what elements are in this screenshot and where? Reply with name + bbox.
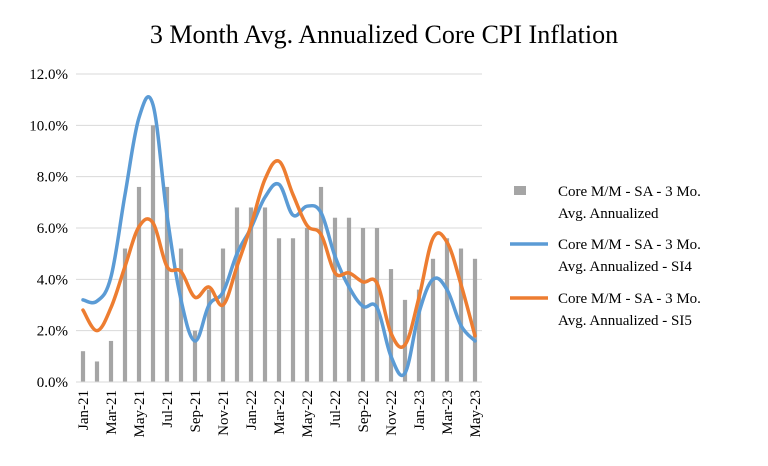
bar <box>136 186 142 382</box>
x-tick-label: Jan-21 <box>76 390 92 430</box>
bar <box>290 238 296 382</box>
legend-label: Avg. Annualized <box>558 206 659 222</box>
x-tick-label: May-23 <box>468 390 484 438</box>
y-axis-ticks: 0.0% 2.0% 4.0% 6.0% 8.0% 10.0% 12.0% <box>29 67 68 391</box>
bar <box>332 217 338 382</box>
x-tick-label: May-21 <box>132 390 148 438</box>
x-tick-label: Jul-22 <box>328 390 344 428</box>
bar <box>318 186 324 382</box>
y-tick-label: 4.0% <box>37 272 68 288</box>
bar <box>430 258 436 382</box>
y-tick-label: 10.0% <box>29 118 68 134</box>
legend-swatch-bar <box>514 186 526 195</box>
bar <box>402 299 408 382</box>
bar <box>206 289 212 382</box>
bar <box>234 207 240 382</box>
y-tick-label: 0.0% <box>37 375 68 391</box>
bar <box>164 186 170 382</box>
y-tick-label: 12.0% <box>29 67 68 83</box>
y-tick-label: 6.0% <box>37 221 68 237</box>
x-tick-label: Sep-22 <box>356 390 372 433</box>
legend-label: Avg. Annualized - SI5 <box>558 313 692 329</box>
x-axis-ticks: Jan-21 Mar-21 May-21 Jul-21 Sep-21 Nov-21 Jan-… <box>76 390 484 438</box>
bar <box>346 217 352 382</box>
bar <box>178 248 184 382</box>
bar <box>388 269 394 382</box>
legend-label: Avg. Annualized - SI4 <box>558 259 692 275</box>
bar <box>122 248 128 382</box>
bar-series <box>80 125 478 382</box>
x-tick-label: Nov-22 <box>384 390 400 436</box>
y-tick-label: 8.0% <box>37 170 68 186</box>
line-series-1 <box>81 95 477 378</box>
bar <box>220 248 226 382</box>
x-tick-label: Mar-21 <box>104 390 120 435</box>
bar <box>192 330 198 382</box>
bar <box>472 258 478 382</box>
bar <box>150 125 156 382</box>
line-series-2 <box>81 159 477 349</box>
x-tick-label: Jan-22 <box>244 390 260 430</box>
bar <box>444 238 450 382</box>
bar <box>108 340 114 382</box>
x-tick-label: Mar-22 <box>272 390 288 435</box>
bar <box>416 289 422 382</box>
bar <box>304 228 310 382</box>
legend: Core M/M - SA - 3 Mo. Avg. Annualized Core… <box>510 184 701 329</box>
line-series <box>81 95 477 378</box>
bar <box>248 207 254 382</box>
x-tick-label: Mar-23 <box>440 390 456 435</box>
bar <box>94 361 100 382</box>
bar <box>458 248 464 382</box>
bar <box>80 351 86 382</box>
bar <box>262 207 268 382</box>
x-tick-label: May-22 <box>300 390 316 438</box>
legend-label: Core M/M - SA - 3 Mo. <box>558 237 701 253</box>
y-tick-label: 2.0% <box>37 324 68 340</box>
x-tick-label: Jan-23 <box>412 390 428 430</box>
legend-label: Core M/M - SA - 3 Mo. <box>558 184 701 200</box>
x-tick-label: Nov-21 <box>216 390 232 436</box>
chart-title: 3 Month Avg. Annualized Core CPI Inflati… <box>150 20 618 49</box>
legend-label: Core M/M - SA - 3 Mo. <box>558 291 701 307</box>
bar <box>276 238 282 382</box>
x-tick-label: Sep-21 <box>188 390 204 433</box>
x-tick-label: Jul-21 <box>160 390 176 428</box>
